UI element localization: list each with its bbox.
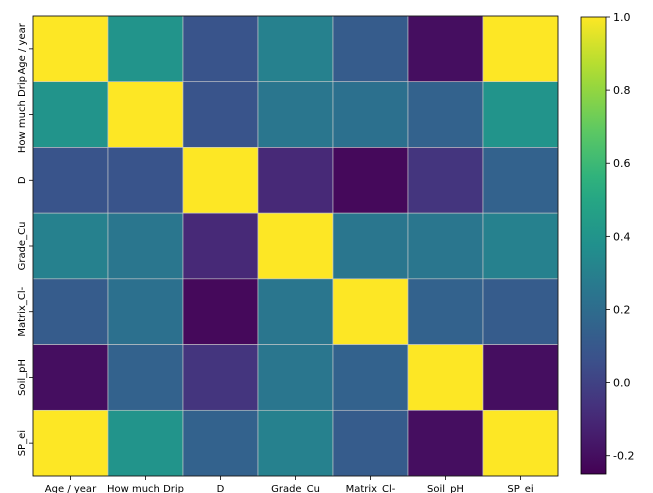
- heatmap-cell-grade-cu-sp-ei: [482, 212, 559, 280]
- colorbar-tick-label: 0.8: [613, 84, 631, 97]
- heatmap-cell-matrix-cl-grade-cu: [257, 278, 334, 345]
- heatmap-cell-d-how-much-drip: [107, 147, 184, 214]
- heatmap-cell-sp-ei-grade-cu: [257, 409, 334, 477]
- heatmap-cell-matrix-cl-sp-ei: [482, 278, 559, 345]
- heatmap-cell-soil-ph-soil-ph: [407, 344, 484, 411]
- heatmap-cell-matrix-cl-soil-ph: [407, 278, 484, 345]
- heatmap-cell-d-sp-ei: [482, 147, 559, 214]
- heatmap-cell-soil-ph-sp-ei: [482, 344, 559, 411]
- colorbar-tick-label: 1.0: [613, 11, 631, 24]
- heatmap-cell-how-much-drip-age-year: [32, 81, 109, 148]
- heatmap-cell-d-grade-cu: [257, 147, 334, 214]
- heatmap-cell-grade-cu-age-year: [32, 212, 109, 280]
- heatmap-cell-age-year-soil-ph: [407, 15, 484, 83]
- heatmap-cell-soil-ph-d: [182, 344, 259, 411]
- heatmap-cell-age-year-grade-cu: [257, 15, 334, 83]
- x-tick-label-how-much-drip: How much Drip: [107, 484, 184, 493]
- y-tick-label-d: D: [17, 176, 28, 184]
- x-tick-label-age-year: Age / year: [45, 484, 97, 493]
- colorbar-tick-label: -0.2: [613, 450, 634, 463]
- colorbar-tick-label: 0.2: [613, 303, 631, 316]
- heatmap-cell-d-soil-ph: [407, 147, 484, 214]
- heatmap-cell-grade-cu-matrix-cl: [332, 212, 409, 280]
- x-tick-label-sp-ei: SP_ei: [507, 484, 533, 493]
- heatmap-cell-age-year-matrix-cl: [332, 15, 409, 83]
- y-tick-label-matrix-cl: Matrix_Cl-: [17, 286, 28, 336]
- heatmap-cell-age-year-how-much-drip: [107, 15, 184, 83]
- colorbar-tick-label: 0.4: [613, 230, 631, 243]
- heatmap-cell-grade-cu-d: [182, 212, 259, 280]
- heatmap-cell-soil-ph-grade-cu: [257, 344, 334, 411]
- heatmap-cell-sp-ei-matrix-cl: [332, 409, 409, 477]
- y-tick-label-age-year: Age / year: [17, 22, 28, 74]
- x-axis-ticks: Age / year How much Drip D Grade_Cu Matrix_C…: [45, 476, 534, 493]
- heatmap-cells: [32, 15, 559, 477]
- heatmap-cell-how-much-drip-sp-ei: [482, 81, 559, 148]
- heatmap-cell-age-year-d: [182, 15, 259, 83]
- heatmap-cell-sp-ei-how-much-drip: [107, 409, 184, 477]
- heatmap-cell-sp-ei-soil-ph: [407, 409, 484, 477]
- colorbar-tick-label: 0.6: [613, 157, 631, 170]
- heatmap-cell-grade-cu-soil-ph: [407, 212, 484, 280]
- y-tick-label-sp-ei: SP_ei: [17, 430, 28, 456]
- heatmap-cell-how-much-drip-how-much-drip: [107, 81, 184, 148]
- colorbar-tick-label: 0.0: [613, 377, 631, 390]
- x-tick-label-grade-cu: Grade_Cu: [271, 484, 320, 493]
- heatmap-cell-age-year-age-year: [32, 15, 109, 83]
- colorbar-ticks: -0.2 0.0 0.2 0.4 0.6 0.8 1.0: [606, 11, 634, 463]
- heatmap-cell-d-age-year: [32, 147, 109, 214]
- heatmap-cell-matrix-cl-matrix-cl: [332, 278, 409, 345]
- heatmap-cell-sp-ei-d: [182, 409, 259, 477]
- x-tick-label-soil-ph: Soil_pH: [427, 484, 464, 493]
- heatmap-cell-soil-ph-matrix-cl: [332, 344, 409, 411]
- heatmap-cell-age-year-sp-ei: [482, 15, 559, 83]
- y-axis-ticks: Age / year How much Drip D Grade_Cu Matrix_C…: [17, 22, 33, 456]
- heatmap-cell-matrix-cl-age-year: [32, 278, 109, 345]
- heatmap-cell-sp-ei-sp-ei: [482, 409, 559, 477]
- heatmap-cell-grade-cu-grade-cu: [257, 212, 334, 280]
- heatmap-cell-grade-cu-how-much-drip: [107, 212, 184, 280]
- heatmap-cell-soil-ph-age-year: [32, 344, 109, 411]
- heatmap-cell-matrix-cl-how-much-drip: [107, 278, 184, 345]
- heatmap-cell-d-d: [182, 147, 259, 214]
- colorbar: [580, 16, 607, 475]
- heatmap-cell-d-matrix-cl: [332, 147, 409, 214]
- y-tick-label-how-much-drip: How much Drip: [17, 76, 28, 153]
- heatmap-cell-how-much-drip-matrix-cl: [332, 81, 409, 148]
- x-tick-label-matrix-cl: Matrix_Cl-: [346, 484, 396, 493]
- heatmap-cell-how-much-drip-d: [182, 81, 259, 148]
- x-tick-label-d: D: [217, 484, 225, 493]
- y-tick-label-grade-cu: Grade_Cu: [17, 222, 28, 271]
- heatmap-cell-sp-ei-age-year: [32, 409, 109, 477]
- heatmap-cell-how-much-drip-soil-ph: [407, 81, 484, 148]
- heatmap-frame: [32, 15, 559, 477]
- heatmap-cell-soil-ph-how-much-drip: [107, 344, 184, 411]
- y-tick-label-soil-ph: Soil_pH: [17, 359, 28, 396]
- heatmap-cell-matrix-cl-d: [182, 278, 259, 345]
- heatmap-cell-how-much-drip-grade-cu: [257, 81, 334, 148]
